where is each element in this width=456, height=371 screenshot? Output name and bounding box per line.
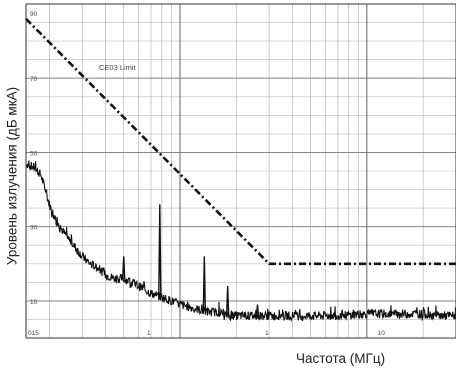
y-axis-title: Уровень излучения (дБ мкА) <box>4 86 20 266</box>
x-axis-title: Частота (МГц) <box>296 351 386 366</box>
x-tick-label: 1 <box>265 330 269 337</box>
emission-spike <box>202 256 207 312</box>
y-tick-label: 30 <box>30 225 38 232</box>
y-axis-title-wrap: Уровень излучения (дБ мкА) <box>0 0 24 371</box>
tick-labels: 10 30 50 70 90 015 1 1 10 <box>28 11 385 337</box>
limit-annotation: CE03 Limit <box>99 63 137 72</box>
series-layer <box>25 17 456 323</box>
x-tick-label: 1 <box>147 330 151 337</box>
emission-spike <box>158 204 162 297</box>
emission-trace <box>25 160 456 323</box>
ce03-limit-line <box>25 17 456 266</box>
y-tick-label: 70 <box>30 76 38 83</box>
plot-frame <box>25 3 456 339</box>
emission-spike <box>122 256 126 279</box>
grid-major <box>26 4 456 338</box>
y-tick-label: 50 <box>30 150 38 157</box>
emission-spike <box>255 304 260 316</box>
y-tick-label: 90 <box>30 11 38 18</box>
x-tick-label: 10 <box>378 330 386 337</box>
y-tick-label: 10 <box>30 299 38 306</box>
emission-spike <box>225 286 230 316</box>
annotation-layer: CE03 Limit <box>99 63 137 72</box>
x-tick-label: 015 <box>28 330 39 337</box>
